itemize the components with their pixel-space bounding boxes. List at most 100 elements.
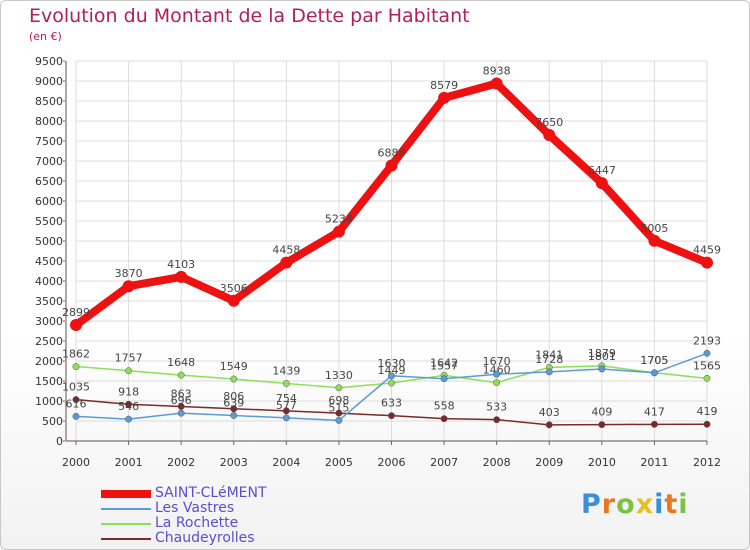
data-point <box>493 370 501 378</box>
data-label: 633 <box>381 397 402 410</box>
data-point <box>703 374 711 382</box>
data-point <box>703 349 711 357</box>
y-tick-label: 1000 <box>35 395 63 408</box>
data-point <box>177 403 185 410</box>
data-point <box>122 280 135 293</box>
logo-letter: r <box>601 489 617 520</box>
data-label: 1648 <box>167 356 195 369</box>
data-point <box>388 372 395 380</box>
data-point <box>72 363 80 370</box>
data-label: 403 <box>539 406 560 419</box>
data-point <box>545 421 553 429</box>
x-tick-label: 2009 <box>535 456 563 469</box>
data-label: 1557 <box>430 360 458 373</box>
legend-label: Chaudeyrolles <box>155 530 255 546</box>
y-tick-label: 8500 <box>35 95 63 108</box>
data-label: 1642 <box>430 356 458 369</box>
data-point <box>385 159 398 172</box>
data-label: 1330 <box>325 369 353 382</box>
y-tick-label: 500 <box>42 415 63 428</box>
data-label: 1565 <box>693 359 721 372</box>
y-tick-label: 5500 <box>35 215 63 228</box>
y-tick-label: 7500 <box>35 135 63 148</box>
data-point <box>493 416 501 424</box>
x-tick-label: 2002 <box>167 456 195 469</box>
data-label: 1841 <box>535 348 563 361</box>
data-point <box>388 379 395 387</box>
data-point <box>648 234 661 247</box>
data-label: 863 <box>171 387 192 400</box>
data-label: 3870 <box>115 267 143 280</box>
data-label: 1879 <box>588 347 616 360</box>
data-point <box>72 396 80 404</box>
y-tick-label: 8000 <box>35 115 63 128</box>
data-point <box>703 420 711 428</box>
data-label: 8579 <box>430 79 458 92</box>
y-tick-label: 3500 <box>35 295 63 308</box>
y-tick-label: 9500 <box>35 55 63 68</box>
legend-label: La Rochette <box>155 515 239 531</box>
data-label: 4458 <box>272 244 300 257</box>
data-point <box>332 225 345 238</box>
proxiti-logo: Proxiti <box>581 489 689 520</box>
x-tick-label: 2001 <box>115 456 143 469</box>
data-point <box>70 319 82 332</box>
y-tick-label: 1500 <box>35 375 63 388</box>
x-tick-label: 2000 <box>62 456 90 469</box>
data-label: 1728 <box>535 353 563 366</box>
x-tick-label: 2004 <box>272 456 300 469</box>
data-label: 806 <box>223 390 244 403</box>
data-point <box>175 270 188 283</box>
data-label: 4459 <box>693 244 721 257</box>
y-tick-label: 0 <box>56 435 63 448</box>
y-tick-label: 3000 <box>35 315 63 328</box>
data-label: 639 <box>223 396 244 409</box>
y-tick-label: 2500 <box>35 335 63 348</box>
data-point <box>335 384 343 392</box>
data-label: 5234 <box>325 213 353 226</box>
data-label: 696 <box>171 394 192 407</box>
y-tick-label: 6000 <box>35 195 63 208</box>
data-label: 515 <box>328 401 349 414</box>
data-point <box>280 256 293 269</box>
data-point <box>388 412 395 420</box>
y-tick-label: 4500 <box>35 255 63 268</box>
y-tick-label: 2000 <box>35 355 63 368</box>
data-point <box>282 407 290 415</box>
data-point <box>125 400 133 408</box>
chart-title: Evolution du Montant de la Dette par Hab… <box>29 5 470 27</box>
data-point <box>440 415 448 423</box>
data-label: 1630 <box>378 357 406 370</box>
data-point <box>230 375 238 383</box>
data-label: 1035 <box>62 381 90 394</box>
y-tick-label: 6500 <box>35 175 63 188</box>
data-point <box>230 411 238 419</box>
data-point <box>335 409 343 417</box>
legend-swatch <box>101 508 151 510</box>
data-point <box>335 416 343 424</box>
y-tick-label: 7000 <box>35 155 63 168</box>
data-label: 1449 <box>378 364 406 377</box>
data-label: 8938 <box>483 64 511 77</box>
chart-subtitle: (en €) <box>29 30 62 43</box>
data-label: 754 <box>276 392 297 405</box>
data-label: 546 <box>118 400 139 413</box>
logo-letter: i <box>654 489 665 520</box>
data-point <box>440 375 448 383</box>
data-label: 4103 <box>167 258 195 271</box>
logo-letter: o <box>616 489 636 520</box>
y-tick-label: 9000 <box>35 75 63 88</box>
data-label: 417 <box>644 405 665 418</box>
data-label: 1705 <box>640 354 668 367</box>
data-label: 558 <box>434 400 455 413</box>
data-label: 5005 <box>640 222 668 235</box>
y-tick-label: 5000 <box>35 235 63 248</box>
data-point <box>72 412 80 420</box>
data-label: 2193 <box>693 334 721 347</box>
data-label: 6888 <box>378 146 406 159</box>
legend-swatch <box>101 523 151 525</box>
x-tick-label: 2011 <box>640 456 668 469</box>
data-point <box>438 91 451 104</box>
data-point <box>230 405 238 413</box>
data-point <box>650 420 658 428</box>
